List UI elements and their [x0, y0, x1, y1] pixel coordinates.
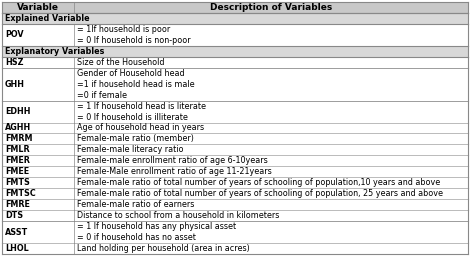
Bar [2, 221, 468, 243]
Text: =0 if female: =0 if female [77, 91, 127, 100]
Text: LHOL: LHOL [5, 244, 29, 253]
Text: Land holding per household (area in acres): Land holding per household (area in acre… [77, 244, 250, 253]
Bar [2, 188, 468, 199]
Bar [2, 144, 468, 155]
Bar [2, 166, 468, 177]
Text: GHH: GHH [5, 80, 25, 89]
Bar [2, 24, 468, 46]
Text: Female-male ratio of total number of years of schooling of population,10 years a: Female-male ratio of total number of yea… [77, 178, 440, 187]
Text: Female-male enrollment ratio of age 6-10years: Female-male enrollment ratio of age 6-10… [77, 156, 268, 165]
Text: Variable: Variable [17, 3, 59, 12]
Bar [2, 57, 468, 68]
Text: Size of the Household: Size of the Household [77, 58, 165, 67]
Bar [2, 210, 468, 221]
Bar [2, 133, 468, 144]
Text: Explained Variable: Explained Variable [5, 14, 90, 23]
Text: AGHH: AGHH [5, 123, 31, 133]
Text: FMRM: FMRM [5, 134, 33, 143]
Bar [2, 243, 468, 254]
Text: Distance to school from a household in kilometers: Distance to school from a household in k… [77, 211, 280, 220]
Text: Female-male ratio of total number of years of schooling of population, 25 years : Female-male ratio of total number of yea… [77, 189, 443, 198]
Text: FMER: FMER [5, 156, 30, 165]
Bar [2, 177, 468, 188]
Text: Description of Variables: Description of Variables [210, 3, 332, 12]
Text: = 0 if household has no asset: = 0 if household has no asset [77, 233, 196, 242]
Text: Gender of Household head: Gender of Household head [77, 69, 185, 78]
Text: = 1 If household head is literate: = 1 If household head is literate [77, 102, 206, 111]
Text: FMTS: FMTS [5, 178, 30, 187]
Text: FMEE: FMEE [5, 167, 29, 176]
Text: EDHH: EDHH [5, 107, 30, 116]
Bar [2, 46, 468, 57]
Text: HSZ: HSZ [5, 58, 24, 67]
Text: = 1 If household has any physical asset: = 1 If household has any physical asset [77, 222, 237, 231]
Text: Female-male ratio (member): Female-male ratio (member) [77, 134, 194, 143]
Text: Female-male ratio of earners: Female-male ratio of earners [77, 200, 195, 209]
Text: FMRE: FMRE [5, 200, 30, 209]
Text: Explanatory Variables: Explanatory Variables [5, 47, 104, 56]
Text: = 0 If household is illiterate: = 0 If household is illiterate [77, 113, 188, 122]
Bar [2, 123, 468, 133]
Text: Age of household head in years: Age of household head in years [77, 123, 204, 133]
Text: ASST: ASST [5, 228, 28, 237]
Text: Female-male literacy ratio: Female-male literacy ratio [77, 145, 184, 154]
Text: = 0 If household is non-poor: = 0 If household is non-poor [77, 36, 191, 45]
Bar [2, 101, 468, 123]
Text: POV: POV [5, 30, 24, 39]
Text: FMLR: FMLR [5, 145, 29, 154]
Text: DTS: DTS [5, 211, 23, 220]
Text: = 1If household is poor: = 1If household is poor [77, 25, 171, 34]
Bar [2, 13, 468, 24]
Bar [2, 2, 468, 13]
Text: Female-Male enrollment ratio of age 11-21years: Female-Male enrollment ratio of age 11-2… [77, 167, 272, 176]
Bar [2, 155, 468, 166]
Bar [2, 199, 468, 210]
Text: =1 if household head is male: =1 if household head is male [77, 80, 195, 89]
Text: FMTSC: FMTSC [5, 189, 36, 198]
